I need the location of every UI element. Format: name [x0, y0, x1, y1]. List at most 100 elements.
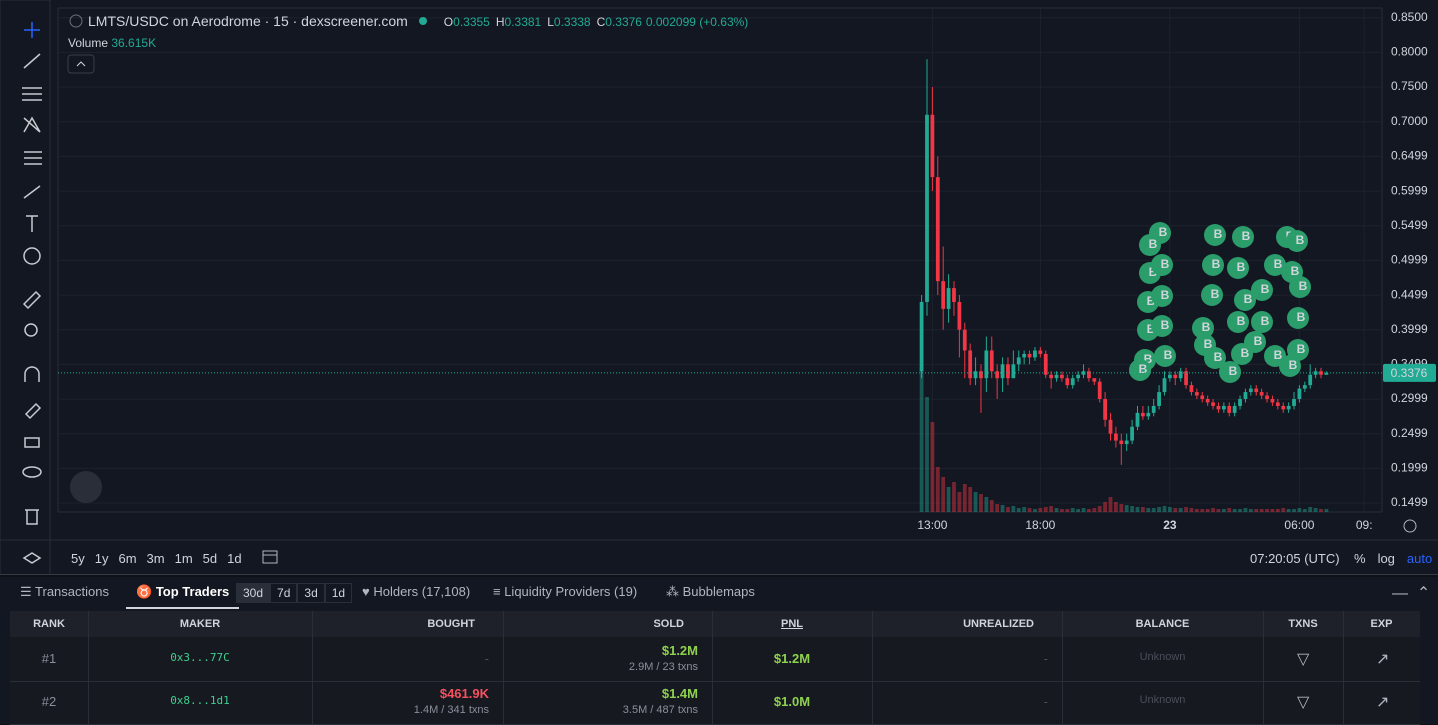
range-button[interactable]: 1y: [94, 551, 109, 566]
volume-bar: [1297, 508, 1302, 512]
candle-body: [1146, 412, 1151, 417]
candle-body: [1060, 374, 1064, 379]
buy-marker: [1286, 230, 1308, 252]
tab-bubblemaps[interactable]: ⁂ Bubblemaps: [666, 584, 755, 599]
tab-holders[interactable]: ♥ Holders (17,108): [362, 584, 471, 599]
cell-pnl: $1.0M: [773, 694, 811, 709]
range-button[interactable]: 3m: [146, 551, 165, 566]
column-header[interactable]: SOLD: [653, 618, 684, 630]
ohlc-key: H: [495, 15, 505, 29]
scale-option[interactable]: %: [1354, 551, 1366, 566]
buy-marker-label: B: [1297, 342, 1306, 356]
range-button[interactable]: 5d: [202, 551, 218, 566]
column-header[interactable]: PNL: [781, 618, 803, 630]
tab-transactions[interactable]: ☰ Transactions: [20, 584, 109, 599]
ohlc-value: 0.3338: [553, 15, 591, 29]
range-button[interactable]: 1d: [227, 551, 242, 566]
period-button[interactable]: 3d: [297, 583, 325, 603]
external-link-icon[interactable]: ↗: [1376, 694, 1390, 711]
volume-bar: [1173, 508, 1178, 512]
volume-bar: [1286, 509, 1291, 512]
scale-options: % log auto: [1354, 551, 1432, 566]
cell-bought: $461.9K: [439, 686, 489, 701]
buy-marker-label: B: [1297, 310, 1306, 324]
collapse-button[interactable]: [67, 54, 95, 74]
candle-body: [1114, 433, 1118, 441]
candle-body: [1216, 405, 1221, 410]
cell-rank: #1: [41, 651, 57, 666]
volume-legend: Volume 36.615K: [68, 36, 156, 50]
candle-body: [1119, 440, 1124, 445]
candle-body: [1275, 402, 1280, 406]
candle-body: [1194, 392, 1199, 396]
volume-bar: [1211, 508, 1215, 512]
cell-detail: 1.4M / 341 txns: [413, 704, 489, 716]
toolbar-icons[interactable]: [22, 22, 42, 564]
filter-icon[interactable]: ▽: [1297, 651, 1310, 668]
filter-icon[interactable]: ▽: [1297, 694, 1310, 711]
pair-title: LMTS/USDC on Aerodrome · 15 · dexscreene…: [88, 13, 408, 29]
panel-controls[interactable]: — ⌃: [1392, 585, 1431, 602]
toolbar: [0, 0, 51, 575]
volume-bar: [1275, 509, 1280, 512]
column-header[interactable]: BOUGHT: [427, 618, 475, 630]
scale-option[interactable]: auto: [1406, 551, 1433, 566]
period-button[interactable]: 7d: [270, 583, 298, 603]
buy-marker-label: B: [1149, 265, 1158, 279]
range-button[interactable]: 5y: [71, 551, 85, 566]
buy-marker: [1244, 331, 1266, 353]
buy-marker-label: B: [1254, 334, 1263, 348]
table-header-bg: [10, 611, 1420, 637]
volume-bar: [952, 482, 956, 512]
candle-body: [946, 288, 951, 309]
volume-bar: [1281, 508, 1286, 512]
volume-bar: [1319, 509, 1323, 512]
buy-marker: [1219, 361, 1241, 383]
period-button[interactable]: 1d: [324, 583, 353, 603]
candle-body: [925, 114, 929, 302]
candle-body: [962, 329, 967, 351]
volume-bar: [1265, 509, 1269, 512]
candle-body: [1200, 395, 1205, 399]
cell-rank: #2: [41, 694, 57, 709]
candle-body: [1151, 405, 1156, 413]
tab-liquidity[interactable]: ≡ Liquidity Providers (19): [493, 584, 638, 599]
cell-maker: 0x3...77C: [170, 651, 230, 664]
candle-body: [979, 371, 983, 379]
range-button[interactable]: 6m: [118, 551, 137, 566]
candle-body: [1243, 392, 1248, 399]
buy-marker-label: B: [1161, 318, 1170, 332]
external-link-icon[interactable]: ↗: [1376, 651, 1390, 668]
range-button[interactable]: 1m: [174, 551, 193, 566]
candle-body: [1178, 371, 1183, 379]
ohlc-value: 0.3381: [504, 15, 542, 29]
volume-bar: [1076, 509, 1081, 512]
x-tick-label: 09:: [1356, 518, 1373, 532]
buy-marker-label: B: [1244, 292, 1253, 306]
cell-balance: Unknown: [1139, 651, 1186, 663]
y-tick-label: 0.7500: [1391, 79, 1428, 93]
buy-marker: [1129, 359, 1151, 381]
y-tick-label: 0.7000: [1391, 114, 1428, 128]
column-divider: [872, 611, 873, 724]
date-range-icon[interactable]: [262, 550, 278, 564]
column-header[interactable]: UNREALIZED: [963, 618, 1034, 630]
token-icon: [69, 14, 83, 28]
scale-option[interactable]: log: [1377, 551, 1395, 566]
volume-bar: [1141, 507, 1145, 512]
buy-marker: [1151, 315, 1173, 337]
buy-marker: [1264, 254, 1286, 276]
candle-body: [1324, 372, 1329, 375]
settings-icon[interactable]: [1403, 519, 1417, 533]
buy-marker: [1289, 276, 1311, 298]
volume-bar: [1227, 508, 1232, 512]
y-tick-label: 0.4999: [1391, 253, 1428, 267]
buy-marker-label: B: [1237, 260, 1246, 274]
volume-bar: [1162, 506, 1167, 512]
volume-bar: [1308, 507, 1313, 512]
period-button[interactable]: 30d: [236, 583, 271, 603]
change: 0.002099 (+0.63%): [645, 15, 749, 29]
ohlc: O0.3355 H0.3381 L0.3338 C0.3376: [438, 13, 642, 29]
tab-top-traders[interactable]: ♉ Top Traders: [126, 577, 240, 609]
